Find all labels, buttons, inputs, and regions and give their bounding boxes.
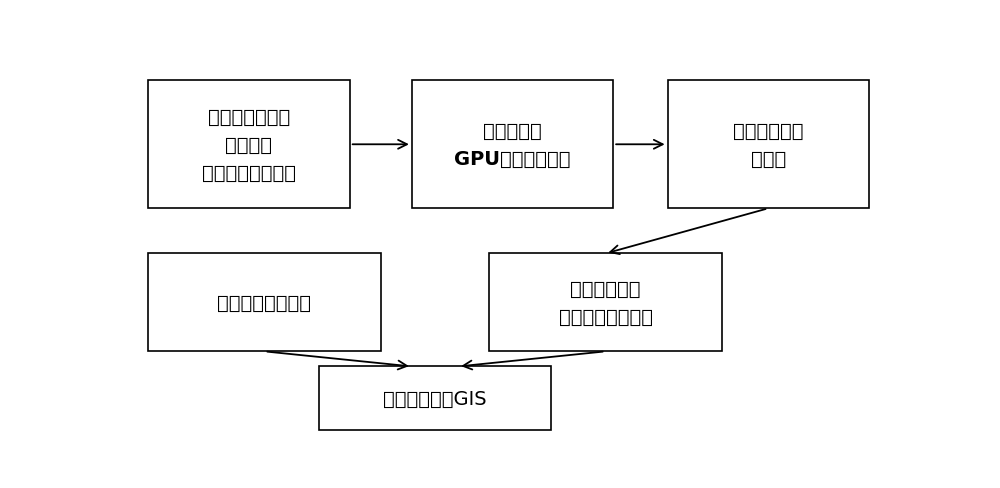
Text: GPU实时并行计算: GPU实时并行计算 — [454, 150, 571, 168]
Text: 火电厂生产数据: 火电厂生产数据 — [208, 107, 290, 126]
Text: 地理信息基础数据: 地理信息基础数据 — [218, 293, 312, 312]
Bar — [148, 81, 350, 209]
Bar — [148, 254, 381, 352]
Bar — [412, 81, 613, 209]
Text: 专有云: 专有云 — [751, 150, 786, 168]
Text: 污染数据三维GIS: 污染数据三维GIS — [383, 389, 487, 408]
Text: 空间插值计算: 空间插值计算 — [570, 279, 641, 298]
Bar — [489, 254, 722, 352]
Bar — [319, 366, 551, 430]
Text: 污染扩散数据: 污染扩散数据 — [733, 122, 804, 141]
Text: 污染扩散三维透视: 污染扩散三维透视 — [558, 307, 652, 326]
Text: 气象数据: 气象数据 — [226, 136, 272, 155]
Bar — [668, 81, 869, 209]
Text: 空气质量监测数据: 空气质量监测数据 — [202, 163, 296, 183]
Text: 大数据分析: 大数据分析 — [483, 122, 542, 141]
